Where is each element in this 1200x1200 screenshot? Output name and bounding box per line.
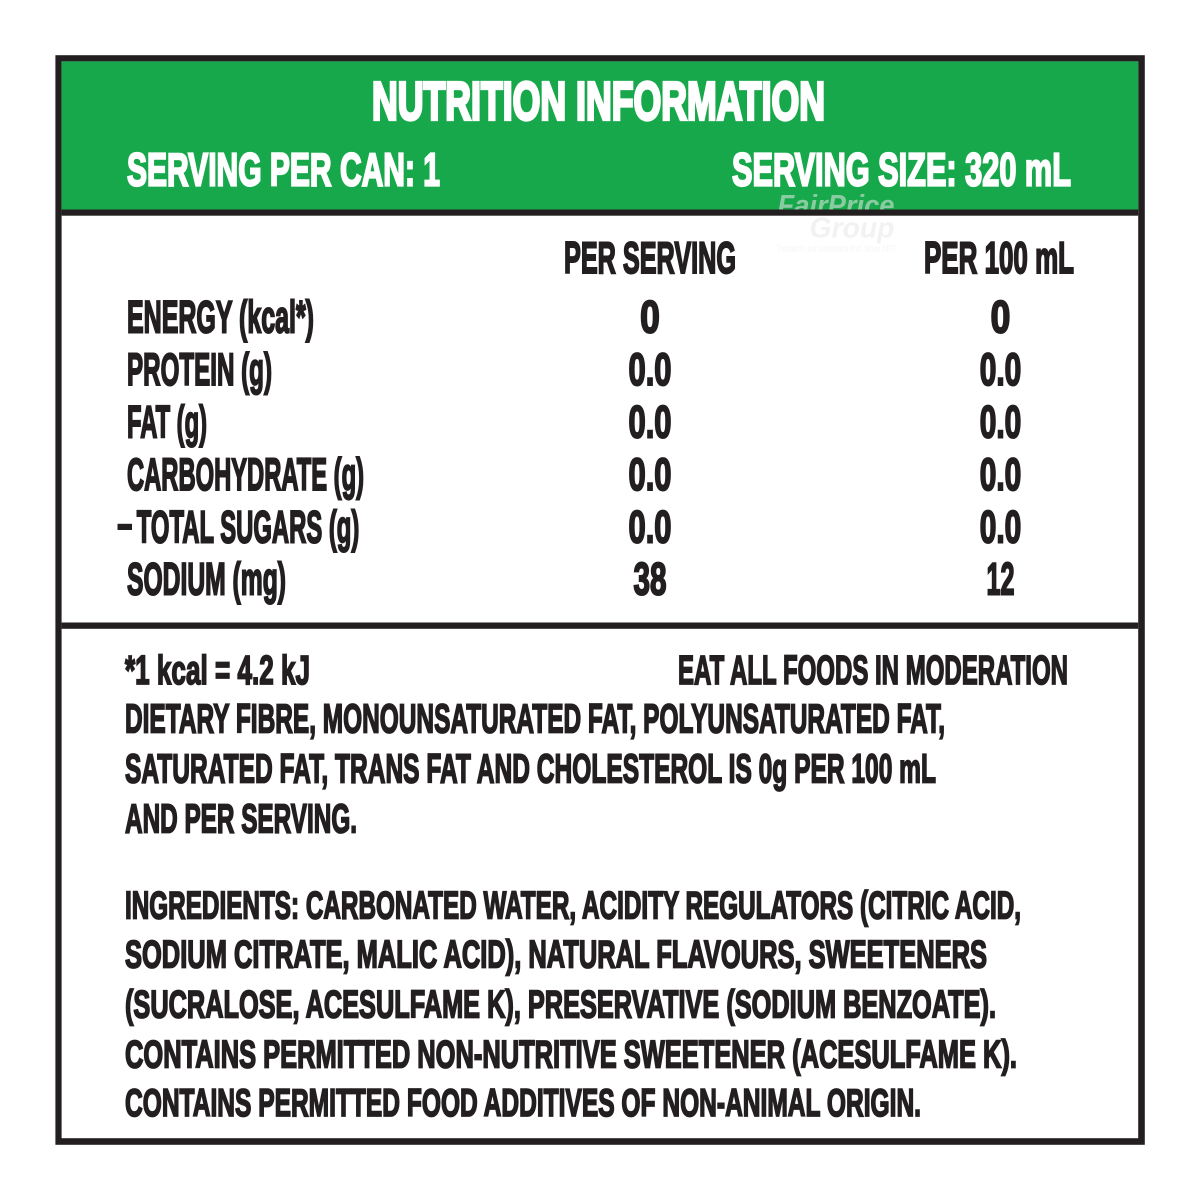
svg-text:SODIUM (mg): SODIUM (mg) [127, 554, 286, 605]
svg-text:PER SERVING: PER SERVING [564, 234, 736, 283]
svg-text:0: 0 [640, 292, 660, 343]
svg-text:*1 kcal = 4.2 kJ: *1 kcal = 4.2 kJ [125, 647, 310, 693]
svg-text:TOTAL SUGARS (g): TOTAL SUGARS (g) [137, 502, 359, 553]
svg-text:ENERGY (kcal*): ENERGY (kcal*) [127, 292, 314, 343]
svg-text:AND PER SERVING.: AND PER SERVING. [125, 796, 357, 842]
svg-text:0: 0 [991, 292, 1011, 343]
svg-text:0.0: 0.0 [980, 449, 1022, 500]
svg-text:NUTRITION INFORMATION: NUTRITION INFORMATION [372, 72, 825, 132]
svg-text:0.0: 0.0 [629, 344, 672, 395]
svg-text:0.0: 0.0 [980, 397, 1022, 448]
svg-text:SERVING SIZE: 320 mL: SERVING SIZE: 320 mL [732, 144, 1071, 196]
svg-text:SATURATED FAT, TRANS FAT AND C: SATURATED FAT, TRANS FAT AND CHOLESTEROL… [125, 746, 936, 792]
svg-text:CONTAINS PERMITTED FOOD ADDITI: CONTAINS PERMITTED FOOD ADDITIVES OF NON… [125, 1082, 921, 1125]
svg-text:0.0: 0.0 [980, 344, 1022, 395]
svg-text:0.0: 0.0 [629, 397, 672, 448]
svg-text:PROTEIN (g): PROTEIN (g) [127, 344, 272, 395]
svg-text:CARBOHYDRATE (g): CARBOHYDRATE (g) [127, 449, 364, 500]
svg-text:FAT (g): FAT (g) [127, 397, 207, 448]
svg-text:0.0: 0.0 [629, 449, 672, 500]
svg-text:SERVING PER CAN: 1: SERVING PER CAN: 1 [127, 144, 440, 196]
svg-text:0.0: 0.0 [980, 502, 1022, 553]
svg-text:DIETARY FIBRE, MONOUNSATURATED: DIETARY FIBRE, MONOUNSATURATED FAT, POLY… [125, 696, 945, 742]
svg-text:EAT ALL FOODS IN MODERATION: EAT ALL FOODS IN MODERATION [678, 647, 1068, 693]
svg-text:38: 38 [634, 554, 667, 605]
svg-text:PER 100 mL: PER 100 mL [924, 234, 1074, 283]
svg-text:Group: Group [810, 213, 895, 245]
svg-text:(SUCRALOSE, ACESULFAME K), PRE: (SUCRALOSE, ACESULFAME K), PRESERVATIVE … [125, 984, 996, 1027]
svg-text:CONTAINS PERMITTED NON-NUTRITI: CONTAINS PERMITTED NON-NUTRITIVE SWEETEN… [125, 1034, 1017, 1077]
svg-text:12: 12 [987, 554, 1015, 605]
svg-text:SODIUM CITRATE, MALIC ACID), N: SODIUM CITRATE, MALIC ACID), NATURAL FLA… [125, 934, 987, 977]
svg-text:Trusted to put customers first: Trusted to put customers first. Since 19… [777, 244, 895, 254]
svg-text:FairPrice: FairPrice [778, 190, 895, 222]
svg-text:0.0: 0.0 [629, 502, 672, 553]
svg-text:INGREDIENTS: CARBONATED WATER,: INGREDIENTS: CARBONATED WATER, ACIDITY R… [125, 884, 1021, 927]
